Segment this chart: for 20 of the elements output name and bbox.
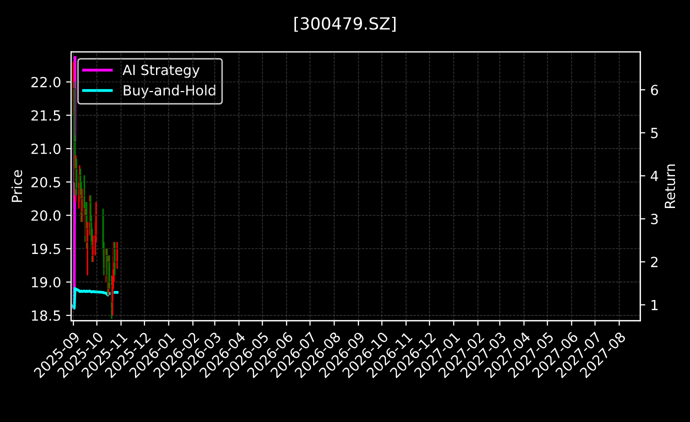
y-tick-label: 21.5 xyxy=(31,110,60,121)
y2-tick-label: 2 xyxy=(651,256,658,268)
y-tick-label: 18.5 xyxy=(32,310,60,321)
y2-tick-label: 6 xyxy=(651,84,658,96)
y-tick-label: 21.0 xyxy=(31,144,60,154)
y-tick-label: 19.5 xyxy=(32,244,60,254)
y2-axis-title: Return xyxy=(664,164,676,208)
legend-label: AI Strategy xyxy=(122,64,200,78)
y-tick-label: 22.0 xyxy=(31,76,60,88)
candlestick xyxy=(116,241,118,270)
y-axis-title: Price xyxy=(11,170,22,202)
y-tick-label: 19.0 xyxy=(32,277,60,288)
y2-tick-label: 4 xyxy=(650,170,658,182)
y2-tick-label: 3 xyxy=(651,214,658,224)
y-tick-label: 20.5 xyxy=(31,176,60,188)
y2-tick-label: 5 xyxy=(651,128,658,138)
chart-title: [300479.SZ] xyxy=(294,16,396,32)
legend-label: Buy-and-Hold xyxy=(124,84,216,98)
y2-tick-label: 1 xyxy=(652,300,658,310)
y-tick-label: 20.0 xyxy=(31,210,60,221)
